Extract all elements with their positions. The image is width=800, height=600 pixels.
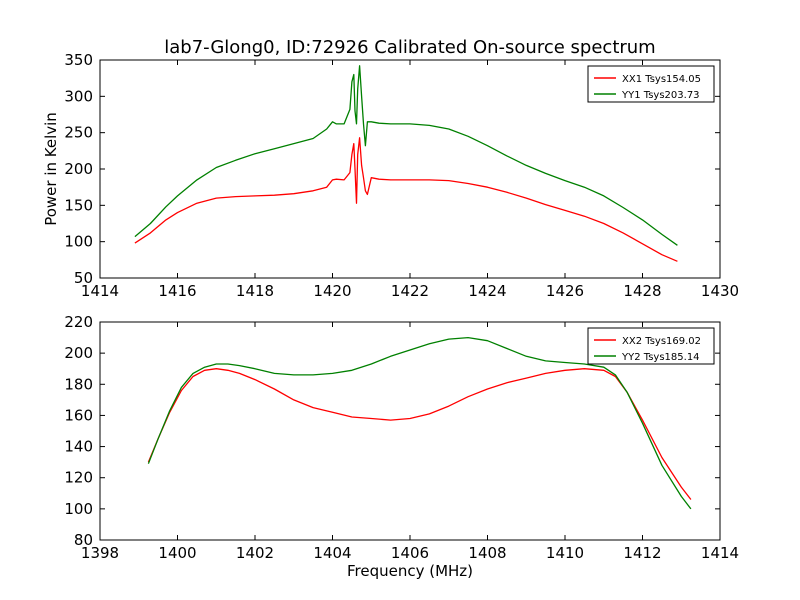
- y-tick-label: 120: [64, 469, 93, 487]
- legend-label: YY2 Tsys185.14: [621, 352, 700, 363]
- y-tick-label: 300: [64, 87, 93, 105]
- y-tick-label: 350: [64, 51, 93, 69]
- y-tick-label: 200: [64, 344, 93, 362]
- legend-label: XX2 Tsys169.02: [622, 336, 701, 347]
- x-tick-label: 1414: [701, 544, 739, 562]
- y-tick-label: 50: [74, 269, 93, 287]
- x-tick-label: 1420: [313, 282, 351, 300]
- y-tick-label: 150: [64, 196, 93, 214]
- x-tick-label: 1412: [623, 544, 661, 562]
- series-line-1-1: [134, 137, 678, 262]
- legend-box: [587, 65, 715, 103]
- x-tick-label: 1406: [391, 544, 429, 562]
- x-tick-label: 1430: [701, 282, 739, 300]
- top-subplot: 1414 1416 1418 1420 1422 1424 1426 1428 1430 50 10…: [42, 51, 739, 300]
- y-tick-label: 250: [64, 124, 93, 142]
- series-line-2-1: [147, 368, 692, 500]
- x-tick-label: 1416: [158, 282, 196, 300]
- x-tick-label: 1424: [468, 282, 506, 300]
- x-tick-label: 1398: [81, 544, 119, 562]
- x-tick-label: 1404: [313, 544, 351, 562]
- bottom-subplot: 1398 1400 1402 1404 1406 1408 1410 1412 1414 80 10…: [64, 313, 739, 580]
- y-axis-label: Power in Kelvin: [42, 112, 60, 226]
- x-tick-label: 1402: [236, 544, 274, 562]
- x-tick-label: 1408: [468, 544, 506, 562]
- y-tick-label: 140: [64, 438, 93, 456]
- y-tick-label: 200: [64, 160, 93, 178]
- x-axis-label: Frequency (MHz): [347, 562, 473, 580]
- y-tick-label: 100: [64, 500, 93, 518]
- legend-box: [587, 327, 715, 365]
- series-line-1-2: [134, 65, 678, 246]
- x-tick-label: 1410: [546, 544, 584, 562]
- y-tick-label: 160: [64, 406, 93, 424]
- x-tick-label: 1414: [81, 282, 119, 300]
- x-tick-label: 1400: [158, 544, 196, 562]
- x-tick-label: 1422: [391, 282, 429, 300]
- legend-label: YY1 Tsys203.73: [621, 90, 700, 101]
- x-tick-label: 1428: [623, 282, 661, 300]
- legend-label: XX1 Tsys154.05: [622, 74, 701, 85]
- series-line-2-2: [147, 336, 692, 510]
- chart-title: lab7-Glong0, ID:72926 Calibrated On-sour…: [164, 37, 655, 58]
- y-tick-label: 180: [64, 375, 93, 393]
- x-tick-label: 1418: [236, 282, 274, 300]
- y-tick-label: 80: [74, 531, 93, 549]
- x-tick-label: 1426: [546, 282, 584, 300]
- y-tick-label: 220: [64, 313, 93, 331]
- y-tick-label: 100: [64, 233, 93, 251]
